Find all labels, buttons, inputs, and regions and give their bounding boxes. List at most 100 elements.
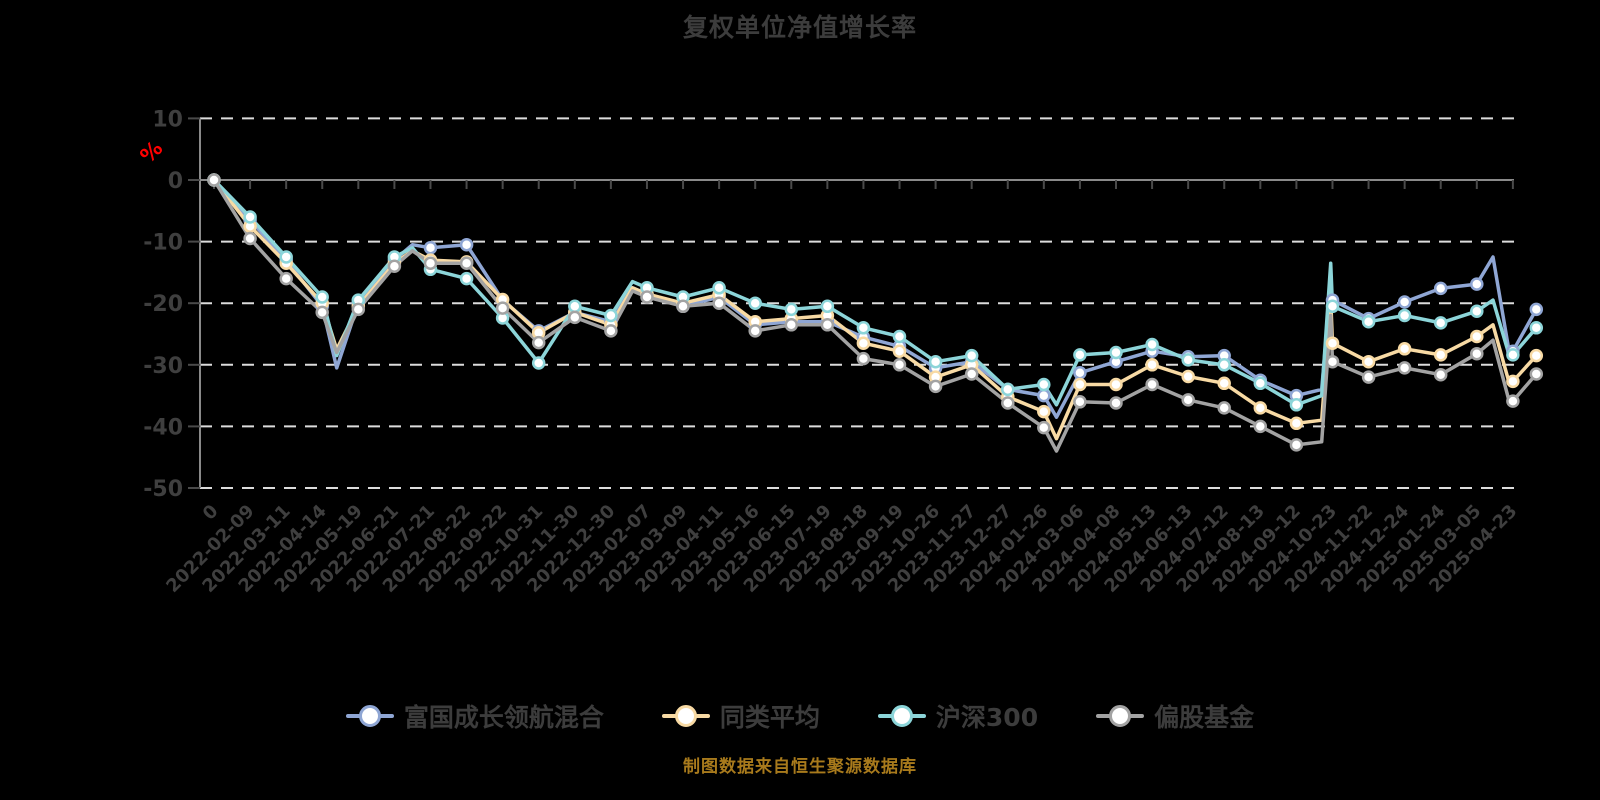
legend-marker-icon — [358, 705, 381, 727]
series-marker-2 — [1109, 345, 1123, 360]
series-marker-3 — [928, 379, 943, 394]
series-marker-3 — [676, 299, 690, 314]
series-marker-2 — [1073, 348, 1087, 362]
legend-line-equity-funds — [1096, 705, 1145, 727]
series-marker-3 — [1253, 419, 1268, 434]
legend-label-equity-funds: 偏股基金 — [1154, 703, 1255, 732]
legend-label-category-average: 同类平均 — [719, 703, 820, 732]
series-marker-1 — [1217, 376, 1231, 391]
series-line-0 — [212, 178, 1539, 419]
series-marker-0 — [1037, 388, 1051, 403]
series-marker-3 — [1001, 396, 1015, 410]
series-marker-2 — [243, 210, 257, 224]
legend-item-equity-funds[interactable]: 偏股基金 — [1096, 698, 1254, 734]
series-marker-2 — [604, 308, 618, 323]
series-marker-0 — [1073, 366, 1087, 380]
series-marker-1 — [1109, 377, 1123, 392]
series-marker-2 — [531, 356, 546, 370]
series-marker-2 — [712, 281, 726, 295]
series-marker-3 — [568, 310, 582, 325]
series-marker-3 — [1470, 346, 1484, 361]
series-marker-0 — [423, 241, 438, 255]
series-marker-1 — [1325, 336, 1340, 350]
series-marker-3 — [1181, 393, 1195, 407]
series-marker-3 — [495, 301, 510, 315]
series-marker-3 — [712, 296, 726, 310]
series-marker-2 — [1217, 358, 1231, 372]
series-marker-3 — [1217, 401, 1231, 415]
series-marker-2 — [1470, 304, 1484, 318]
series-marker-3 — [1145, 377, 1159, 392]
y-axis-tick-label: -40 — [143, 415, 183, 440]
chart-title: 复权单位净值增长率 — [682, 13, 917, 42]
series-marker-3 — [315, 305, 329, 320]
legend-line-fund — [345, 705, 394, 727]
series-marker-3 — [279, 271, 293, 286]
series-line-3 — [212, 178, 1539, 453]
series-marker-2 — [928, 354, 943, 369]
series-marker-2 — [1181, 353, 1195, 367]
legend-label-csi300: 沪深300 — [935, 703, 1039, 732]
series-marker-1 — [1073, 377, 1087, 392]
series-marker-0 — [459, 237, 474, 252]
series-marker-2 — [315, 290, 329, 304]
series-marker-1 — [1145, 358, 1159, 372]
series-marker-3 — [1506, 394, 1520, 408]
y-axis-tick-label: -20 — [143, 292, 183, 317]
series-marker-2 — [1433, 316, 1448, 330]
legend-item-csi300[interactable]: 沪深300 — [877, 698, 1039, 734]
series-marker-0 — [1433, 281, 1448, 296]
series-marker-1 — [856, 336, 871, 350]
series-marker-2 — [964, 348, 979, 363]
series-marker-3 — [892, 358, 907, 372]
series-marker-0 — [1470, 277, 1484, 291]
legend-marker-icon — [674, 705, 697, 727]
series-marker-2 — [784, 302, 799, 317]
legend-item-category-average[interactable]: 同类平均 — [661, 698, 820, 734]
y-axis-tick-label: -50 — [143, 477, 183, 502]
series-marker-1 — [1529, 348, 1544, 363]
series-marker-3 — [1361, 370, 1376, 384]
x-axis-tick-label: 0 — [199, 501, 223, 525]
series-marker-1 — [1181, 369, 1195, 384]
series-marker-3 — [964, 367, 979, 381]
series-marker-3 — [243, 231, 257, 246]
legend-marker-icon — [1109, 705, 1132, 727]
series-marker-2 — [856, 321, 871, 335]
series-marker-0 — [1529, 302, 1544, 317]
series-marker-3 — [1433, 367, 1448, 382]
series-marker-2 — [748, 296, 762, 310]
series-marker-2 — [892, 329, 907, 344]
series-marker-1 — [1433, 348, 1448, 362]
series-marker-2 — [568, 299, 582, 314]
series-marker-2 — [1037, 377, 1051, 392]
y-axis-tick-label: -30 — [143, 354, 183, 379]
series-marker-3 — [640, 290, 654, 304]
legend-line-csi300 — [877, 705, 926, 727]
series-marker-3 — [1529, 367, 1544, 381]
legend-line-category-average — [661, 705, 710, 727]
series-marker-3 — [1289, 438, 1304, 452]
series-marker-1 — [1037, 404, 1051, 419]
y-axis-tick-label: -10 — [143, 231, 183, 256]
series-marker-2 — [1001, 382, 1015, 397]
series-marker-2 — [279, 250, 293, 264]
series-marker-1 — [1289, 416, 1304, 431]
series-marker-3 — [459, 256, 474, 270]
series-marker-2 — [459, 271, 474, 286]
series-marker-3 — [1109, 396, 1123, 410]
series-marker-1 — [1253, 401, 1268, 415]
legend-item-fund[interactable]: 富国成长领航混合 — [345, 698, 604, 734]
series-marker-3 — [531, 335, 546, 350]
series-marker-3 — [820, 318, 835, 332]
series-marker-1 — [892, 344, 907, 358]
legend-marker-icon — [890, 705, 913, 727]
y-axis-tick-label: 10 — [152, 107, 183, 132]
series-marker-3 — [1397, 361, 1412, 375]
y-axis-tick-label: 0 — [168, 169, 183, 194]
legend-label-fund: 富国成长领航混合 — [403, 703, 604, 732]
series-marker-2 — [1325, 299, 1340, 314]
series-marker-2 — [1253, 376, 1268, 391]
